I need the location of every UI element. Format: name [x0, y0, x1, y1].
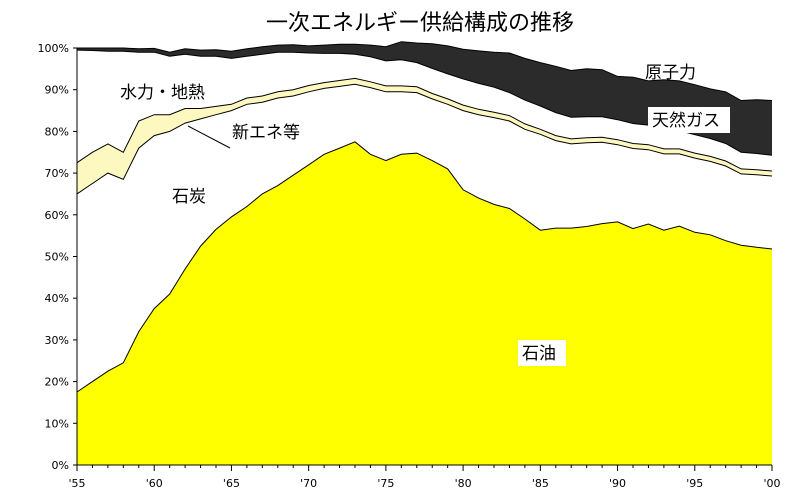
- label-oil-bg: [518, 340, 566, 366]
- x-axis: '55 '60 '65 '70 '75 '80 '85 '90 '95 '00: [68, 464, 781, 490]
- y-tick-label: 40%: [45, 292, 69, 305]
- area-2: [77, 84, 772, 393]
- x-tick-label: '85: [532, 477, 549, 490]
- label-gas-bg: [648, 107, 730, 133]
- x-tick-label: '75: [377, 477, 394, 490]
- label-gas-group: 天然ガス: [648, 107, 730, 133]
- label-new-energy: 新エネ等: [232, 123, 300, 143]
- y-tick-label: 90%: [45, 84, 69, 97]
- x-tick-label: '55: [68, 477, 85, 490]
- area-1: [77, 141, 772, 466]
- x-tick-label: '80: [455, 477, 472, 490]
- x-tick-label: '70: [300, 477, 317, 490]
- series-labels: 原子力 水力・地熱 新エネ等 石炭 天然ガス 石油: [120, 63, 730, 366]
- boundary-line-2: [76, 83, 773, 195]
- label-new-energy-leader: [187, 125, 231, 149]
- label-nuclear: 原子力: [645, 63, 696, 83]
- label-gas: 天然ガス: [652, 111, 720, 131]
- x-tick-label: '95: [686, 477, 703, 490]
- y-tick-label: 50%: [45, 251, 69, 264]
- y-tick-label: 30%: [45, 334, 69, 347]
- y-tick-label: 80%: [45, 125, 69, 138]
- y-tick-label: 60%: [45, 209, 69, 222]
- x-tick-label: '60: [146, 477, 163, 490]
- x-tick-label: '00: [763, 477, 780, 490]
- x-tick-label: '90: [609, 477, 626, 490]
- chart-title: 一次エネルギー供給構成の推移: [266, 11, 574, 36]
- y-axis: 0% 10% 20% 30% 40% 50% 60% 70% 80% 90% 100%: [38, 42, 78, 472]
- label-oil: 石油: [522, 344, 556, 364]
- area-layers: [77, 34, 772, 466]
- y-tick-label: 10%: [45, 417, 69, 430]
- label-hydro: 水力・地熱: [120, 83, 205, 103]
- y-tick-label: 70%: [45, 167, 69, 180]
- y-tick-label: 100%: [38, 42, 69, 55]
- label-coal: 石炭: [172, 187, 206, 207]
- boundary-line-1: [76, 141, 773, 393]
- boundary-line-5: [77, 41, 773, 102]
- label-oil-group: 石油: [518, 340, 566, 366]
- boundary-line-3: [76, 77, 773, 172]
- y-tick-label: 0%: [52, 459, 69, 472]
- area-5: [77, 41, 772, 156]
- area-4: [77, 50, 772, 171]
- x-tick-label: '65: [223, 477, 240, 490]
- y-tick-label: 20%: [45, 376, 69, 389]
